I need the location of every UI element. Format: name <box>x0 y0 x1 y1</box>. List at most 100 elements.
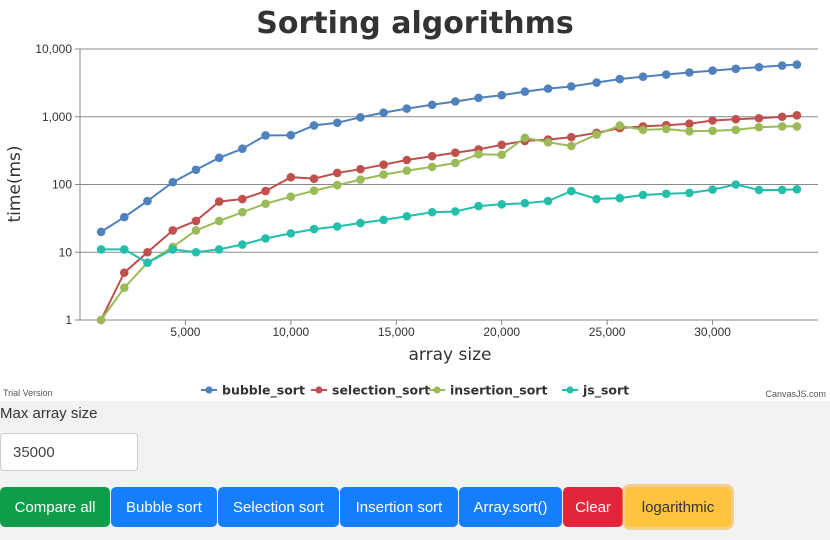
x-tick-label: 10,000 <box>273 325 310 339</box>
data-point <box>238 207 247 217</box>
data-point <box>497 150 507 160</box>
y-tick-label: 10,000 <box>35 42 72 56</box>
series-bubble-sort <box>96 60 802 237</box>
data-point <box>168 226 178 235</box>
data-point <box>777 185 787 195</box>
legend-item[interactable]: js_sort <box>562 383 629 399</box>
data-point <box>168 245 178 254</box>
data-point <box>777 61 787 70</box>
data-point <box>520 198 530 208</box>
x-tick-label: 20,000 <box>483 325 520 339</box>
y-axis-title: time(ms) <box>5 145 25 222</box>
data-point <box>543 137 553 147</box>
series-selection-sort <box>96 111 802 325</box>
data-point <box>214 216 224 226</box>
data-point <box>402 211 412 221</box>
controls-panel: Max array size Compare all Bubble sort S… <box>0 401 830 540</box>
series-insertion-sort <box>96 121 802 325</box>
data-point <box>497 140 507 150</box>
data-point <box>286 192 296 202</box>
data-point <box>754 62 764 72</box>
data-point <box>754 185 764 195</box>
insertion-sort-button[interactable]: Insertion sort <box>340 487 458 527</box>
data-point <box>638 190 648 200</box>
data-point <box>754 122 764 132</box>
legend-swatch-marker <box>566 386 574 394</box>
data-point <box>615 121 625 130</box>
bubble-sort-button[interactable]: Bubble sort <box>111 487 217 527</box>
data-point <box>708 66 717 75</box>
data-point <box>451 207 460 216</box>
data-point <box>708 185 717 194</box>
data-point <box>566 186 576 196</box>
data-point <box>261 199 270 209</box>
data-point <box>731 180 741 189</box>
data-point <box>96 227 106 237</box>
data-point <box>191 165 201 175</box>
data-point <box>731 125 741 135</box>
data-point <box>356 175 365 184</box>
max-array-size-label: Max array size <box>0 405 98 422</box>
data-point <box>191 247 201 257</box>
data-point <box>777 112 787 122</box>
logarithmic-toggle-button[interactable]: logarithmic <box>625 487 731 527</box>
data-point <box>451 148 460 157</box>
legend-label: js_sort <box>582 383 629 399</box>
data-point <box>143 247 152 257</box>
max-array-size-input[interactable] <box>0 433 138 471</box>
data-point <box>332 180 342 190</box>
data-point <box>332 168 342 178</box>
data-point <box>731 114 741 124</box>
clear-button[interactable]: Clear <box>563 487 623 527</box>
data-point <box>191 216 201 226</box>
data-point <box>474 93 483 103</box>
x-tick-label: 15,000 <box>378 325 415 339</box>
data-point <box>520 133 530 143</box>
y-tick-label: 1 <box>65 313 72 327</box>
data-point <box>543 84 553 93</box>
data-point <box>592 130 601 139</box>
data-point <box>792 122 802 131</box>
selection-sort-button[interactable]: Selection sort <box>218 487 339 527</box>
data-point <box>792 111 802 120</box>
legend-item[interactable]: bubble_sort <box>201 383 305 399</box>
data-point <box>356 218 365 228</box>
series-line <box>100 124 797 321</box>
data-point <box>427 100 437 110</box>
legend-swatch-marker <box>205 386 213 394</box>
data-point <box>566 132 576 142</box>
compare-all-button[interactable]: Compare all <box>0 487 110 527</box>
legend-item[interactable]: selection_sort <box>311 383 430 399</box>
data-point <box>379 108 388 117</box>
data-point <box>214 153 224 163</box>
chart-title: Sorting algorithms <box>256 6 573 41</box>
legend-item[interactable]: insertion_sort <box>429 383 547 399</box>
trial-version-text: Trial Version <box>3 388 53 398</box>
data-point <box>286 172 296 182</box>
sorting-chart: Sorting algorithms 1 10 100 1,000 10,000 5,00… <box>3 6 826 399</box>
data-point <box>238 194 247 204</box>
data-point <box>708 126 717 136</box>
data-point <box>191 226 201 235</box>
legend-swatch-marker <box>315 386 323 394</box>
data-point <box>497 200 507 209</box>
array-sort-button[interactable]: Array.sort() <box>459 487 562 527</box>
data-point <box>427 162 437 172</box>
data-point <box>451 97 460 106</box>
data-point <box>685 68 694 77</box>
data-point <box>754 113 764 123</box>
data-point <box>238 240 247 249</box>
data-point <box>379 215 388 225</box>
legend-label: selection_sort <box>332 383 430 399</box>
data-point <box>777 122 787 131</box>
data-point <box>119 268 129 277</box>
data-point <box>685 188 694 198</box>
data-point <box>214 197 224 206</box>
data-point <box>119 283 129 292</box>
data-point <box>661 189 671 199</box>
data-point <box>168 177 178 187</box>
data-point <box>214 245 224 254</box>
data-point <box>119 212 129 222</box>
grid-lines <box>80 48 818 253</box>
data-point <box>332 118 342 128</box>
